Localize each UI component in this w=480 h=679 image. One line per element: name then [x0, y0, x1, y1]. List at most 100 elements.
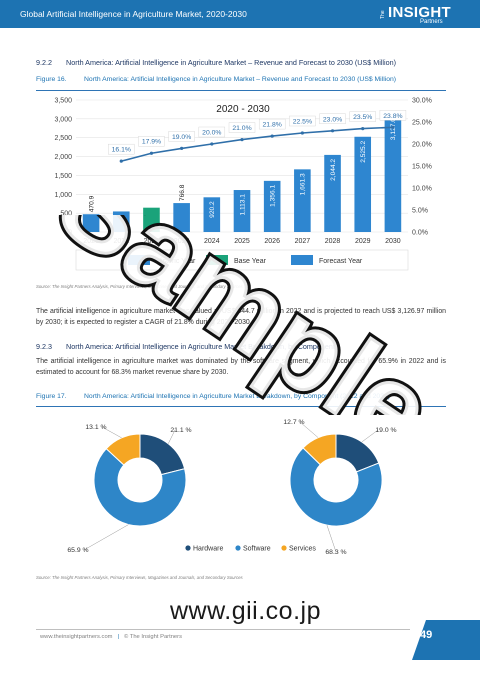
cagr-label-box: [258, 118, 286, 130]
slice-label: 68.3 %: [325, 549, 346, 556]
section-title: North America: Artificial Intelligence i…: [66, 342, 335, 351]
chart-title: 2020 - 2030: [216, 104, 270, 115]
bar-value-label: 2,525.2: [360, 140, 367, 162]
page-header: Global Artificial Intelligence in Agricu…: [0, 0, 480, 28]
x-tick-label: 2023: [174, 238, 190, 245]
bar: [82, 214, 100, 232]
figure-17-source: Source: The Insight Partners Analysis, P…: [36, 575, 243, 580]
cagr-label: 17.9%: [142, 139, 161, 146]
bar: [173, 203, 190, 232]
cagr-label-box: [289, 115, 316, 127]
y2-tick-label: 0.0%: [412, 230, 428, 237]
cagr-label-box: [138, 136, 165, 147]
x-tick-label: 2024: [204, 238, 220, 245]
bar: [112, 211, 130, 232]
cagr-label-box: [228, 122, 256, 133]
bar: [143, 207, 160, 232]
cagr-label: 23.8%: [383, 113, 402, 120]
paragraph-market-value: The artificial intelligence in agricultu…: [36, 308, 446, 326]
legend-box: [75, 249, 409, 271]
legend-marker-hardware: [185, 545, 191, 551]
y-tick-label: 3,000: [54, 116, 72, 123]
cagr-label: 21.8%: [263, 122, 282, 129]
gii-watermark: www.gii.co.jp: [170, 597, 321, 625]
cagr-label-box: [108, 143, 135, 155]
y2-tick-label: 15.0%: [412, 164, 432, 171]
legend-marker-services: [281, 545, 287, 551]
cagr-point: [180, 146, 184, 150]
legend-label: Services: [289, 546, 316, 553]
slice-leader: [361, 429, 379, 443]
cagr-label-box: [319, 113, 346, 124]
header-title: Global Artificial Intelligence in Agricu…: [20, 9, 247, 19]
cagr-label-box: [198, 126, 226, 138]
cagr-point: [240, 138, 244, 142]
x-tick-label: 2030: [385, 238, 401, 245]
insight-partners-logo: The INSIGHT Partners: [376, 3, 462, 27]
legend-label: Forecast Year: [319, 258, 363, 265]
donut-slice-services: [302, 433, 337, 466]
bar-value-label: 920.2: [209, 201, 216, 218]
logo-the: The: [380, 10, 386, 19]
x-tick-label: 2029: [355, 238, 371, 245]
cagr-point: [361, 127, 365, 131]
figure-17-divider: [36, 406, 446, 407]
bar-value-label: 1,661.3: [300, 173, 307, 195]
y2-tick-label: 10.0%: [412, 186, 432, 193]
slice-leader: [299, 421, 319, 438]
y-tick-label: 1,500: [54, 173, 72, 180]
legend-label: Software: [243, 546, 271, 553]
page-number-badge: [412, 620, 480, 660]
donut-slice-services: [105, 433, 141, 466]
y2-tick-label: 30.0%: [412, 98, 432, 105]
page-footer: www.theinsightpartners.com | © The Insight…: [40, 634, 182, 640]
cagr-point: [119, 159, 123, 163]
cagr-label: 21.0%: [232, 125, 251, 132]
bar-value-label: 3,127.0: [390, 118, 397, 140]
legend-label: Historic Year: [156, 258, 196, 265]
legend-swatch: [206, 255, 228, 265]
bar: [203, 197, 221, 232]
figure-number: Figure 16.: [36, 76, 67, 83]
legend-label: Base Year: [234, 258, 267, 265]
slice-label: 13.1 %: [85, 424, 106, 431]
cagr-label-box: [379, 110, 407, 121]
y-tick-label: 1,000: [54, 192, 72, 199]
figure-16-source: Source: The Insight Partners Analysis, P…: [36, 284, 243, 289]
section-number: 9.2.3: [36, 342, 52, 351]
slice-leader: [83, 524, 129, 551]
bar: [384, 114, 402, 232]
slice-leader: [101, 426, 122, 439]
page-number: 49: [420, 629, 433, 641]
slice-label: 12.7 %: [283, 419, 304, 426]
logo-sub: Partners: [420, 19, 443, 25]
legend-marker-software: [235, 545, 241, 551]
x-tick-label: 2026: [264, 238, 280, 245]
footer-divider: [36, 629, 410, 630]
bar-value-label: 1,356.1: [269, 185, 276, 207]
donut-slice-hardware: [139, 433, 186, 476]
figure-17-caption: Figure 17. North America: Artificial Int…: [36, 393, 456, 403]
cagr-label: 22.5%: [293, 119, 312, 126]
y-tick-label: 2,500: [54, 135, 72, 142]
legend-swatch: [128, 255, 150, 265]
y2-tick-label: 25.0%: [412, 120, 432, 127]
y2-tick-label: 5.0%: [412, 208, 428, 215]
section-heading-component: 9.2.3 North America: Artificial Intellig…: [36, 342, 456, 352]
figure-title: North America: Artificial Intelligence i…: [84, 76, 397, 83]
legend-swatch: [291, 255, 313, 265]
footer-copyright: © The Insight Partners: [124, 634, 182, 640]
bar: [324, 154, 341, 232]
slice-label: 65.9 %: [67, 547, 88, 554]
x-tick-label: 2027: [295, 238, 311, 245]
cagr-label: 20.0%: [202, 130, 221, 137]
figure-title: North America: Artificial Intelligence i…: [84, 393, 391, 400]
cagr-point: [149, 151, 154, 155]
figure-16-divider: [36, 90, 446, 91]
x-tick-label: 2021: [113, 238, 129, 245]
cagr-label: 19.0%: [172, 134, 191, 141]
footer-website[interactable]: www.theinsightpartners.com: [40, 634, 113, 640]
slice-label: 19.0 %: [375, 427, 396, 434]
cagr-point: [330, 129, 335, 133]
cagr-label: 16.1%: [112, 147, 131, 154]
